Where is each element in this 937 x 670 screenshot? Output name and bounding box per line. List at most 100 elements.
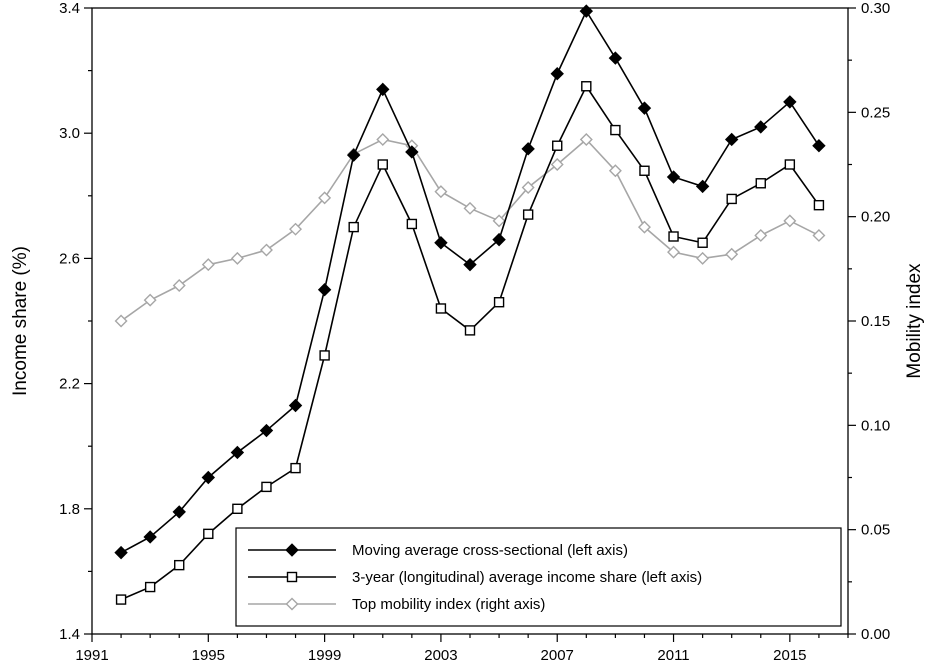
data-point-diamond-filled (550, 67, 564, 81)
y-left-tick-label: 2.2 (59, 376, 80, 393)
data-point-diamond-open (285, 597, 299, 611)
data-point-square-open (639, 165, 650, 176)
data-point-square-open (522, 209, 534, 220)
y-right-tick-label: 0.15 (861, 313, 890, 330)
data-point-diamond-filled (492, 232, 506, 247)
legend-label: Moving average cross-sectional (left axi… (352, 542, 628, 559)
series-line (120, 84, 820, 601)
data-point-diamond-filled (666, 170, 681, 184)
legend-label: Top mobility index (right axis) (352, 596, 545, 613)
data-point-diamond-open (492, 214, 506, 228)
legend: Moving average cross-sectional (left axi… (235, 527, 842, 627)
y-left-tick-label: 2.6 (59, 250, 80, 267)
data-point-diamond-open (114, 314, 128, 328)
data-point-square-open (319, 350, 330, 361)
x-tick-label: 1991 (75, 647, 108, 664)
data-point-diamond-open (201, 258, 215, 272)
data-point-diamond-filled (812, 139, 826, 153)
data-point-diamond-open (521, 180, 535, 194)
data-point-diamond-open (812, 228, 826, 242)
data-point-square-open (610, 124, 621, 136)
data-point-diamond-open (230, 251, 244, 265)
series-2 (115, 81, 825, 605)
data-point-square-open (348, 221, 359, 233)
data-point-diamond-open (754, 228, 768, 242)
data-point-diamond-filled (695, 179, 710, 194)
data-point-diamond-open (579, 132, 593, 146)
data-point-diamond-filled (288, 398, 303, 413)
y-right-tick-label: 0.05 (861, 522, 890, 539)
y-left-tick-label: 1.4 (59, 626, 80, 643)
y-axis-right-title: Mobility index (904, 263, 925, 379)
data-point-diamond-open (550, 158, 564, 171)
data-point-diamond-filled (405, 145, 419, 159)
data-point-square-open (261, 481, 272, 493)
series-line (120, 9, 820, 554)
data-point-diamond-open (434, 185, 448, 199)
data-point-square-open (286, 571, 298, 583)
data-point-square-open (144, 581, 156, 593)
data-point-diamond-open (318, 191, 332, 205)
data-point-square-open (115, 594, 127, 605)
data-point-diamond-open (172, 279, 186, 293)
data-point-diamond-open (667, 245, 681, 259)
data-point-square-open (784, 159, 796, 170)
legend-box (235, 527, 842, 627)
data-point-square-open (493, 297, 505, 308)
data-point-diamond-open (289, 222, 303, 236)
data-point-diamond-filled (172, 505, 186, 519)
y-left-tick-label: 3.0 (59, 125, 80, 142)
data-point-diamond-filled (724, 132, 739, 147)
data-point-diamond-open (376, 132, 390, 146)
y-axis-left-title: Income share (%) (10, 246, 31, 396)
data-point-diamond-filled (637, 101, 652, 115)
x-tick-label: 1995 (192, 647, 225, 664)
data-point-square-open (813, 199, 825, 211)
legend-item: Moving average cross-sectional (left axi… (248, 542, 628, 559)
data-point-diamond-filled (579, 4, 594, 18)
data-point-square-open (290, 462, 301, 474)
data-point-square-open (203, 528, 214, 540)
x-tick-label: 2007 (541, 647, 574, 664)
y-right-tick-label: 0.25 (861, 104, 890, 121)
data-point-diamond-open (725, 247, 739, 261)
x-tick-label: 2003 (424, 647, 457, 664)
data-point-square-open (435, 303, 447, 314)
data-point-diamond-filled (754, 120, 768, 134)
series-1 (114, 4, 826, 560)
data-point-square-open (755, 178, 766, 189)
data-point-diamond-open (143, 293, 157, 307)
data-point-diamond-filled (143, 530, 157, 544)
legend-item: Top mobility index (right axis) (248, 596, 545, 613)
legend-item: 3-year (longitudinal) average income sha… (248, 569, 702, 586)
data-point-diamond-filled (434, 236, 448, 250)
data-point-diamond-open (783, 214, 797, 228)
y-right-tick-label: 0.10 (861, 417, 890, 434)
y-right-tick-label: 0.20 (861, 209, 890, 226)
data-point-diamond-filled (376, 82, 390, 97)
data-point-diamond-open (463, 201, 477, 215)
data-point-diamond-open (259, 243, 273, 257)
data-point-square-open (232, 503, 243, 514)
data-point-square-open (464, 325, 476, 336)
data-point-diamond-open (608, 164, 622, 178)
data-point-square-open (668, 231, 679, 242)
y-left-tick-label: 1.8 (59, 501, 80, 518)
y-right-tick-label: 0.00 (861, 626, 890, 643)
data-point-diamond-filled (114, 545, 128, 560)
data-point-diamond-filled (346, 148, 361, 162)
data-point-square-open (697, 237, 708, 248)
data-point-diamond-open (637, 220, 651, 234)
y-right-tick-label: 0.30 (861, 0, 890, 17)
x-tick-label: 1999 (308, 647, 341, 664)
data-point-diamond-filled (521, 142, 535, 156)
data-point-square-open (552, 140, 563, 151)
data-point-diamond-filled (783, 95, 797, 109)
data-point-diamond-filled (201, 470, 216, 485)
data-point-diamond-filled (285, 543, 299, 557)
data-point-diamond-filled (230, 445, 245, 460)
x-tick-label: 2011 (657, 647, 689, 664)
legend-label: 3-year (longitudinal) average income sha… (352, 569, 702, 586)
y-left-tick-label: 3.4 (59, 0, 80, 17)
